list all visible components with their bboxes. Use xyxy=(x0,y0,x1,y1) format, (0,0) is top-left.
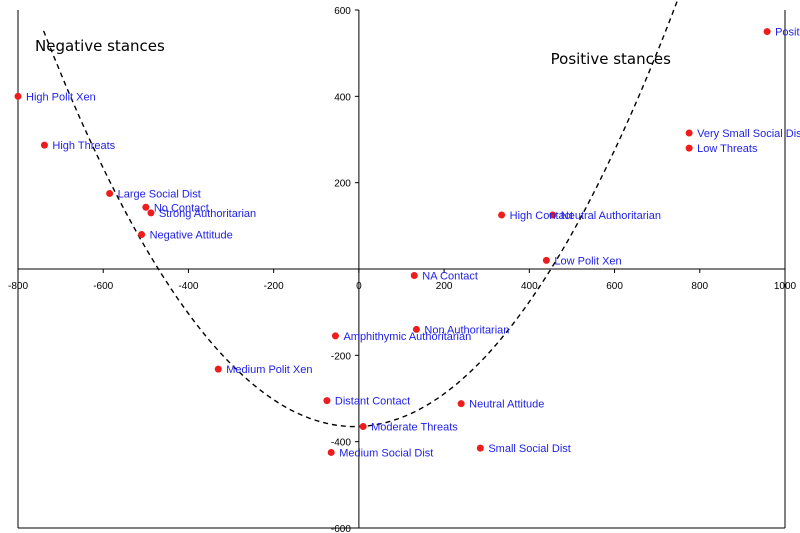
data-point xyxy=(542,256,550,264)
x-tick-label: 400 xyxy=(521,281,538,292)
data-point-label: Negative Attitude xyxy=(150,229,233,241)
data-point-label: Non Authoritarian xyxy=(424,324,509,336)
data-point xyxy=(410,271,418,279)
data-point xyxy=(142,203,150,211)
x-tick-label: -800 xyxy=(8,281,28,292)
data-point xyxy=(685,144,693,152)
data-point-label: Neutral Attitude xyxy=(469,399,544,411)
x-tick-label: 600 xyxy=(606,281,623,292)
data-point xyxy=(498,211,506,219)
data-point xyxy=(106,189,114,197)
trend-curve-layer xyxy=(42,0,679,428)
data-point-label: Very Small Social Dist xyxy=(697,128,800,140)
y-tick-label: -200 xyxy=(331,351,351,362)
region-annotation: Positive stances xyxy=(551,50,671,68)
trend-curve xyxy=(42,0,679,428)
region-annotation: Negative stances xyxy=(35,37,165,55)
data-point-label: Moderate Threats xyxy=(371,422,458,434)
data-point-label: Amphithymic Authoritarian xyxy=(343,331,471,343)
data-point-label: Neutral Authoritarian xyxy=(561,210,661,222)
data-point xyxy=(476,444,484,452)
x-tick-label: -200 xyxy=(264,281,284,292)
data-point-label: Large Social Dist xyxy=(118,188,201,200)
data-point xyxy=(457,400,465,408)
data-point xyxy=(685,129,693,137)
data-point xyxy=(40,141,48,149)
y-tick-label: 200 xyxy=(334,179,351,190)
data-point-label: Medium Polit Xen xyxy=(226,364,312,376)
data-point-label: NA Contact xyxy=(422,270,478,282)
data-point-label: Distant Contact xyxy=(335,396,410,408)
axes: -800 -600 -400 -200 0 200 400 600 800 1000 -600 -40… xyxy=(8,6,797,533)
data-point-label: High Contact xyxy=(510,210,574,222)
x-tick-label: 1000 xyxy=(774,281,797,292)
data-point-label: High Polit Xen xyxy=(26,91,96,103)
y-tick-label: 600 xyxy=(334,6,351,17)
data-point xyxy=(14,92,22,100)
data-point-label: Medium Social Dist xyxy=(339,447,433,459)
data-point xyxy=(327,448,335,456)
data-point xyxy=(323,397,331,405)
data-point xyxy=(147,209,155,217)
data-point-label: Strong Authoritarian xyxy=(159,208,256,220)
data-point xyxy=(549,211,557,219)
points-layer xyxy=(14,28,771,456)
data-point-label: High Threats xyxy=(52,140,115,152)
data-point-label: No Contact xyxy=(154,202,209,214)
data-point xyxy=(138,230,146,238)
y-tick-label: 400 xyxy=(334,92,351,103)
x-tick-label: 800 xyxy=(691,281,708,292)
data-point-label: Small Social Dist xyxy=(488,443,571,455)
point-labels-layer: High Polit Xen High Threats Large Social D… xyxy=(26,27,800,460)
y-tick-label: -400 xyxy=(331,438,351,449)
data-point-label: Low Polit Xen xyxy=(554,255,621,267)
y-tick-label: -600 xyxy=(331,524,351,533)
x-tick-label: 0 xyxy=(356,281,362,292)
data-point-label: Positive Attitude xyxy=(775,27,800,39)
x-tick-label: 200 xyxy=(436,281,453,292)
data-point xyxy=(214,365,222,373)
annotations-layer: Negative stances Positive stances xyxy=(35,37,671,68)
data-point xyxy=(412,325,420,333)
data-point xyxy=(359,423,367,431)
data-point-label: Low Threats xyxy=(697,143,758,155)
x-tick-label: -600 xyxy=(93,281,113,292)
data-point xyxy=(331,332,339,340)
x-tick-label: -400 xyxy=(178,281,198,292)
data-point xyxy=(763,28,771,36)
